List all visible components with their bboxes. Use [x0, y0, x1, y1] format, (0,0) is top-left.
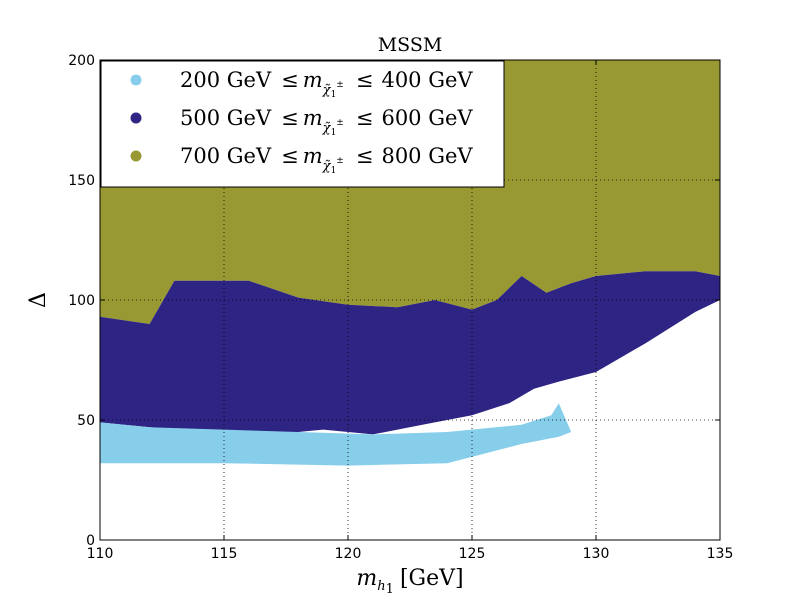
legend-item-2: 500 GeV ≤ mχ̃1± ≤600 GeV [130, 106, 473, 138]
legend-item-3: 700 GeV ≤ mχ̃1± ≤800 GeV [130, 144, 473, 176]
y-tick-label: 100 [68, 293, 95, 309]
legend: 200 GeV ≤ mχ̃1± ≤400 GeV 500 GeV ≤ mχ̃1± ≤600 G… [100, 60, 505, 188]
chart-title: MSSM [378, 34, 443, 56]
x-tick-label: 120 [335, 546, 362, 562]
legend-label: 500 GeV ≤ mχ̃1± ≤600 GeV [180, 106, 473, 138]
y-tick-label: 0 [86, 533, 95, 549]
legend-label: 200 GeV ≤ mχ̃1± ≤400 GeV [180, 68, 473, 100]
x-axis-label: mh1 [GeV] [356, 566, 463, 597]
x-tick-label: 115 [211, 546, 238, 562]
legend-box [100, 60, 505, 188]
series-region-2 [100, 271, 720, 437]
legend-marker [130, 112, 142, 124]
x-tick-label: 110 [87, 546, 114, 562]
x-tick-label: 125 [459, 546, 486, 562]
y-tick-label: 50 [77, 413, 95, 429]
x-axis-label-sub: h [377, 579, 385, 594]
series-region-1 [100, 403, 572, 466]
x-axis-label-var: m [356, 566, 377, 591]
x-tick-label: 130 [583, 546, 610, 562]
legend-label: 700 GeV ≤ mχ̃1± ≤800 GeV [180, 144, 473, 176]
y-axis-label: Δ [26, 292, 51, 308]
x-tick-label: 135 [707, 546, 734, 562]
legend-marker [130, 150, 142, 162]
y-tick-label: 150 [68, 173, 95, 189]
x-axis-label-subsub: 1 [386, 582, 394, 597]
x-axis-label-unit: [GeV] [400, 566, 464, 591]
legend-marker [130, 74, 142, 86]
y-tick-label: 200 [68, 53, 95, 69]
legend-item-1: 200 GeV ≤ mχ̃1± ≤400 GeV [130, 68, 473, 100]
